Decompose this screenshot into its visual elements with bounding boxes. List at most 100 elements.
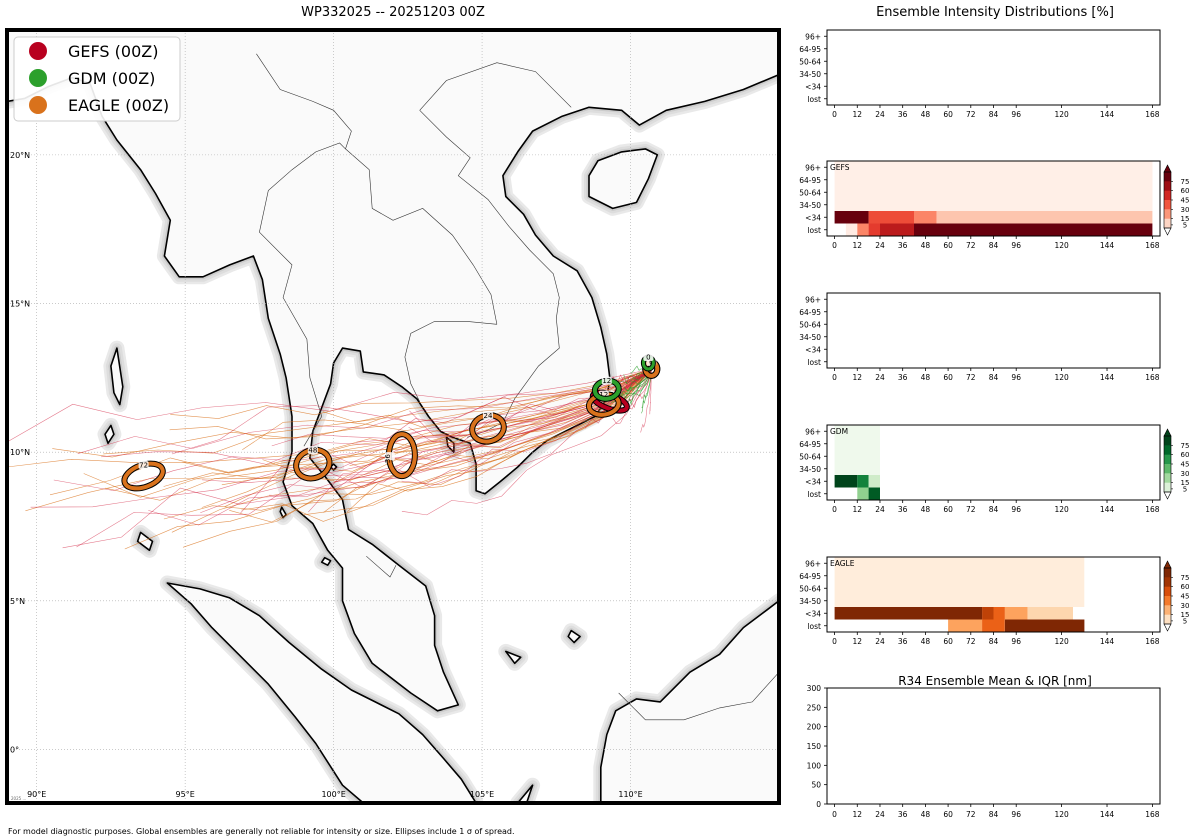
y-tick: 64-95 [799,308,821,317]
r34-x-tick: 144 [1100,810,1115,819]
eagle-track [163,368,652,487]
x-tick: 84 [989,505,999,514]
y-tick: 96+ [805,32,821,41]
x-tick: 24 [875,505,885,514]
y-tick: 64-95 [799,440,821,449]
landmass-0 [7,30,779,712]
colorbar-tick: 45 [1181,461,1190,469]
x-tick: 24 [875,241,885,250]
x-tick: 96 [1011,637,1021,646]
x-tick: 72 [966,241,976,250]
heat-cell [993,607,1005,620]
x-tick: 168 [1145,110,1160,119]
x-tick: 144 [1100,505,1115,514]
y-tick: 34-50 [799,333,821,342]
gefs-track [640,368,652,433]
x-tick: 0 [832,637,837,646]
colorbar-tick: 5 [1183,221,1187,229]
intensity-panel-blank-0: 96+ 64-95 50-64 34-50 <34 lost 0 12 24 36 48 60 72 84… [799,29,1161,119]
colorbar-tick: 75 [1181,442,1190,450]
x-tick: 0 [832,505,837,514]
legend-label-gdm: GDM (00Z) [68,69,155,88]
x-tick: 12 [852,110,862,119]
colorbar-tick: 75 [1181,574,1190,582]
eagle-track [169,368,652,440]
heat-cell [1004,607,1028,620]
border-6 [366,555,397,578]
eagle-track [83,368,652,498]
x-tick: 168 [1145,373,1160,382]
x-tick: 60 [943,505,953,514]
heat-cell [1027,607,1073,620]
y-tick: 96+ [805,559,821,568]
x-tick: 0 [832,110,837,119]
heat-cell [834,569,1085,582]
panel-label-eagle: EAGLE [830,559,855,568]
eagle-track [221,368,652,486]
land-masses [7,30,779,803]
x-tick: 12 [852,505,862,514]
x-tick: 36 [898,373,908,382]
heat-cell [857,475,869,488]
heat-cell [868,211,914,224]
x-tick: 12 [852,373,862,382]
x-tick: 48 [921,373,931,382]
gefs-track [53,368,652,491]
heat-cell [834,211,869,224]
r34-title: R34 Ensemble Mean & IQR [nm] [898,674,1092,688]
landmass-2 [166,582,477,803]
lon-tick-4: 110°E [618,790,642,799]
tau-label-eagle-48: 48 [308,447,317,455]
gefs-track [240,368,652,514]
lon-tick-3: 105°E [470,790,494,799]
x-tick: 36 [898,505,908,514]
heat-cell [834,607,983,620]
y-tick: lost [807,95,821,104]
heat-cell [845,223,858,236]
track-map: 00012121224364872 90°E95°E100°E105°E110°… [5,28,781,805]
y-tick: <34 [805,82,821,91]
eagle-track [124,368,652,550]
eagle-track [229,368,652,523]
landmass-13 [516,784,534,803]
gdm-track [614,368,652,406]
tau-label-bg [643,352,654,361]
legend-label-eagle: EAGLE (00Z) [68,96,169,115]
heat-cell [914,211,937,224]
colorbar-tick: 30 [1181,602,1190,610]
border-5 [419,62,572,111]
tau-label-eagle-36: 36 [384,454,392,463]
gefs-track [171,368,652,455]
r34-y-tick: 200 [807,723,822,732]
intensity-panels: 96+ 64-95 50-64 34-50 <34 lost 0 12 24 36 48 60 72 84… [799,29,1161,646]
tau-label-gdm-0: 0 [646,353,650,361]
gefs-track [612,368,652,425]
x-tick: 96 [1011,373,1021,382]
y-tick: <34 [805,345,821,354]
x-tick: 72 [966,373,976,382]
colorbar-tick: 45 [1181,593,1190,601]
gdm-track [628,368,652,405]
y-tick: 50-64 [799,320,821,329]
r34-x-tick: 96 [1011,810,1021,819]
eagle-track [241,368,652,522]
tau-label-eagle-24: 24 [484,412,493,420]
y-tick: 64-95 [799,45,821,54]
border-3 [419,110,560,438]
gefs-track [101,368,652,465]
x-tick: 36 [898,110,908,119]
gefs-track [401,368,652,516]
border-7 [618,671,779,721]
x-tick: 60 [943,110,953,119]
y-tick: 34-50 [799,597,821,606]
y-tick: 34-50 [799,465,821,474]
x-tick: 144 [1100,110,1115,119]
heat-cell [857,487,869,500]
panel-label-gefs: GEFS [830,163,850,172]
x-tick: 0 [832,373,837,382]
r34-x-tick: 60 [943,810,953,819]
border-2 [259,142,346,447]
border-4 [404,321,497,402]
